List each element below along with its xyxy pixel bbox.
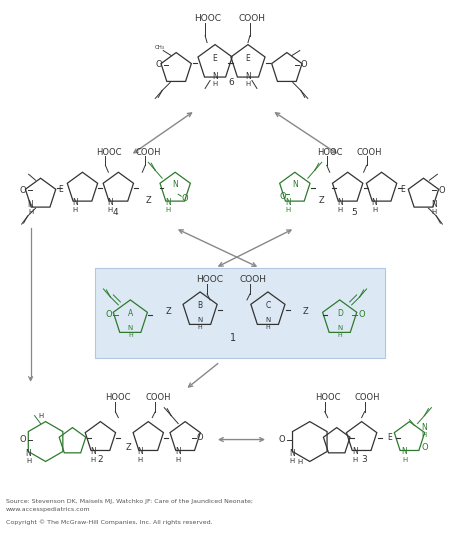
Text: HOOC: HOOC	[317, 148, 343, 157]
Text: H: H	[175, 456, 181, 462]
Text: Copyright © The McGraw-Hill Companies, Inc. All rights reserved.: Copyright © The McGraw-Hill Companies, I…	[6, 519, 212, 525]
Text: O: O	[19, 186, 26, 195]
Text: O: O	[197, 433, 203, 442]
Text: COOH: COOH	[136, 148, 161, 157]
Text: COOH: COOH	[146, 393, 171, 402]
Text: E: E	[387, 433, 392, 442]
Text: O: O	[279, 435, 285, 444]
Text: N: N	[337, 197, 343, 207]
Text: O: O	[438, 186, 445, 195]
Text: HOOC: HOOC	[106, 393, 131, 402]
Text: Z: Z	[165, 308, 171, 316]
Text: H: H	[38, 412, 43, 418]
Text: H: H	[285, 207, 291, 213]
Text: C: C	[265, 301, 271, 310]
Text: N: N	[401, 447, 407, 456]
Text: N: N	[337, 325, 342, 331]
Text: H: H	[297, 460, 302, 465]
Text: Z: Z	[126, 443, 131, 452]
Text: N: N	[421, 423, 428, 432]
Text: N: N	[173, 180, 178, 189]
Text: Z: Z	[303, 308, 309, 316]
Text: H: H	[422, 432, 427, 438]
Text: HOOC: HOOC	[96, 148, 121, 157]
Text: D: D	[337, 309, 343, 318]
Text: N: N	[352, 447, 357, 456]
Text: COOH: COOH	[239, 276, 266, 285]
Text: N: N	[372, 197, 377, 207]
Text: N: N	[26, 449, 31, 458]
Text: O: O	[182, 194, 189, 203]
Text: H: H	[432, 209, 437, 215]
Text: H: H	[212, 81, 218, 88]
Text: N: N	[265, 317, 271, 323]
Text: 5: 5	[352, 208, 357, 217]
Text: H: H	[198, 325, 202, 330]
Text: COOH: COOH	[357, 148, 383, 157]
Text: 2: 2	[98, 455, 103, 464]
Text: N: N	[289, 449, 295, 458]
Text: 1: 1	[230, 333, 236, 343]
Text: H: H	[352, 456, 357, 462]
Text: 4: 4	[112, 208, 118, 217]
Text: N: N	[28, 200, 34, 209]
Text: 3: 3	[362, 455, 367, 464]
Text: N: N	[431, 200, 438, 209]
Text: N: N	[292, 180, 298, 189]
Text: Z: Z	[319, 196, 325, 205]
Text: N: N	[198, 317, 203, 323]
Text: Z: Z	[146, 196, 151, 205]
Text: H: H	[265, 325, 270, 330]
Text: N: N	[137, 447, 143, 456]
Text: H: H	[289, 458, 294, 464]
Text: O: O	[156, 60, 163, 69]
Text: HOOC: HOOC	[195, 14, 221, 23]
Text: H: H	[137, 456, 143, 462]
Text: E: E	[246, 54, 250, 63]
Text: B: B	[198, 301, 203, 310]
Text: H: H	[73, 207, 78, 213]
Text: COOH: COOH	[238, 14, 265, 23]
Text: E: E	[58, 185, 63, 194]
Text: O: O	[301, 60, 307, 69]
Text: H: H	[372, 207, 377, 213]
Bar	[95, 268, 384, 358]
Text: A: A	[128, 309, 133, 318]
Text: O: O	[280, 192, 286, 201]
Text: H: H	[26, 458, 31, 464]
Text: O: O	[358, 310, 365, 319]
Text: HOOC: HOOC	[197, 276, 224, 285]
Text: 6: 6	[228, 78, 234, 87]
Text: E: E	[400, 185, 405, 194]
Text: N: N	[165, 197, 171, 207]
Text: E: E	[213, 54, 218, 63]
Text: H: H	[165, 207, 171, 213]
Text: N: N	[108, 197, 113, 207]
Text: H: H	[91, 456, 96, 462]
Text: N: N	[285, 197, 291, 207]
Text: H: H	[337, 207, 342, 213]
Text: H: H	[246, 81, 251, 88]
Text: O: O	[19, 435, 26, 444]
Text: N: N	[245, 72, 251, 81]
Text: H: H	[108, 207, 113, 213]
Text: H: H	[337, 333, 342, 338]
Text: COOH: COOH	[355, 393, 380, 402]
Text: H: H	[28, 209, 33, 215]
Text: Source: Stevenson DK, Maisels MJ, Watchko JF: Care of the Jaundiced Neonate;: Source: Stevenson DK, Maisels MJ, Watchk…	[6, 499, 253, 505]
Text: www.accesspediatrics.com: www.accesspediatrics.com	[6, 507, 91, 513]
Text: N: N	[73, 197, 78, 207]
Text: N: N	[175, 447, 181, 456]
Text: N: N	[212, 72, 218, 81]
Text: N: N	[91, 447, 96, 456]
Text: H: H	[402, 456, 407, 462]
Text: CH₃: CH₃	[155, 45, 165, 50]
Text: O: O	[421, 443, 428, 452]
Text: O: O	[105, 310, 112, 319]
Text: HOOC: HOOC	[315, 393, 340, 402]
Text: H: H	[128, 333, 133, 338]
Text: N: N	[128, 325, 133, 331]
